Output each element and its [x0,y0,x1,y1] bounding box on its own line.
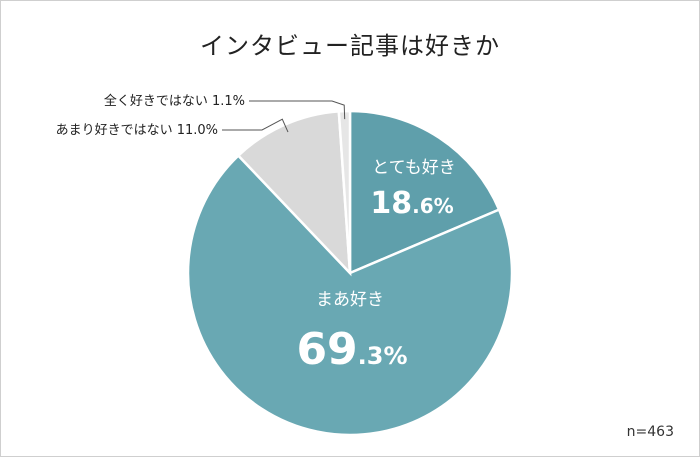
slice-label-3: 全く好きではない 1.1% [104,93,245,109]
sample-size-note: n=463 [626,424,674,440]
pie-slice-0 [348,109,501,275]
slice-value-1: 69.3% [296,324,407,375]
slice-label-0: とても好き [372,158,456,178]
leader-line-2 [222,118,289,133]
pie-slice-1 [186,153,514,437]
chart-title: インタビュー記事は好きか [200,32,500,60]
slice-value-0: 18.6% [370,186,453,221]
slice-label-2: あまり好きではない 11.0% [56,123,218,138]
slice-label-1: まあ好き [316,290,384,310]
leader-line-3 [249,100,346,120]
